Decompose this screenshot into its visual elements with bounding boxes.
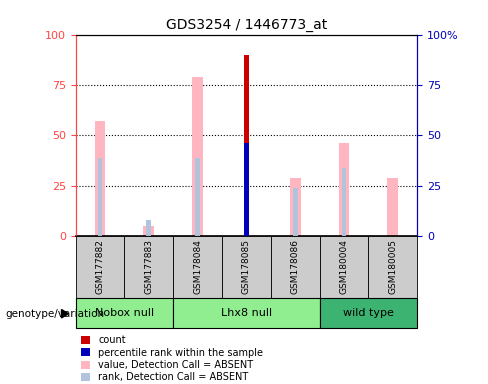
Text: GSM178086: GSM178086 — [291, 239, 300, 295]
Bar — [320, 236, 368, 298]
Bar — [195, 157, 200, 236]
Text: GSM180004: GSM180004 — [340, 240, 348, 294]
Text: GSM178084: GSM178084 — [193, 240, 202, 294]
Bar — [192, 77, 203, 236]
Bar — [95, 121, 105, 236]
Text: wild type: wild type — [343, 308, 394, 318]
Bar — [339, 144, 349, 236]
Text: GSM178085: GSM178085 — [242, 239, 251, 295]
Bar — [368, 236, 417, 298]
Text: Lhx8 null: Lhx8 null — [221, 308, 272, 318]
Bar — [244, 55, 249, 236]
Bar — [143, 226, 154, 236]
Bar — [173, 236, 222, 298]
Bar — [244, 144, 249, 236]
Bar — [222, 236, 271, 298]
Bar — [342, 168, 346, 236]
Polygon shape — [61, 310, 68, 318]
Title: GDS3254 / 1446773_at: GDS3254 / 1446773_at — [166, 18, 327, 32]
Bar — [76, 298, 173, 328]
Text: Nobox null: Nobox null — [95, 308, 154, 318]
Bar — [146, 220, 151, 236]
Bar — [387, 178, 398, 236]
Text: GSM177882: GSM177882 — [96, 240, 104, 294]
Bar — [76, 236, 124, 298]
Bar — [290, 178, 301, 236]
Legend: count, percentile rank within the sample, value, Detection Call = ABSENT, rank, : count, percentile rank within the sample… — [81, 335, 263, 382]
Bar — [173, 298, 320, 328]
Bar — [320, 298, 417, 328]
Text: GSM177883: GSM177883 — [144, 239, 153, 295]
Text: GSM180005: GSM180005 — [388, 239, 397, 295]
Bar — [271, 236, 320, 298]
Bar — [124, 236, 173, 298]
Bar — [293, 188, 298, 236]
Text: genotype/variation: genotype/variation — [5, 309, 104, 319]
Bar — [98, 157, 102, 236]
